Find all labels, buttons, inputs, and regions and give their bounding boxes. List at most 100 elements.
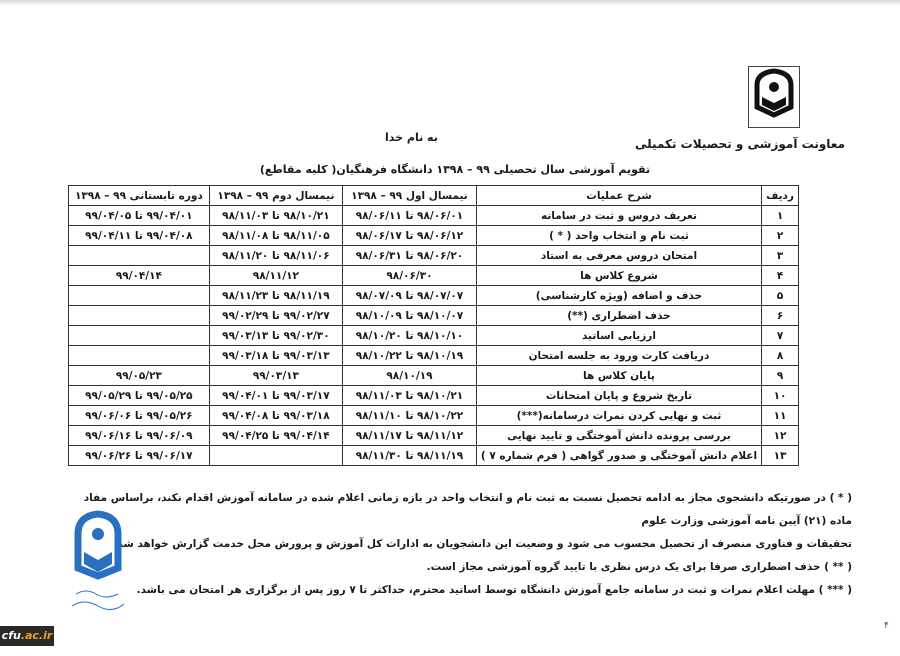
cell-row-number: ۲: [761, 225, 799, 246]
cell-second-semester: ۹۹/۰۲/۲۷ تا ۹۹/۰۲/۲۹: [208, 305, 344, 326]
header-summer-term: دوره تابستانی ۹۹ – ۱۳۹۸: [68, 185, 210, 206]
cell-description: اعلام دانش آموختگی و صدور گواهی ( فرم شم…: [475, 445, 763, 466]
university-logo: [748, 66, 800, 128]
cell-second-semester: ۹۸/۱۱/۱۹ تا ۹۸/۱۱/۲۳: [208, 285, 344, 306]
cell-first-semester: ۹۸/۱۱/۱۲ تا ۹۸/۱۱/۱۷: [342, 425, 477, 446]
header-row-number: ردیف: [761, 185, 799, 206]
cell-first-semester: ۹۸/۱۰/۱۹ تا ۹۸/۱۰/۲۲: [342, 345, 477, 366]
cell-first-semester: ۹۸/۰۶/۲۰ تا ۹۸/۰۶/۳۱: [342, 245, 477, 266]
cell-row-number: ۱۳: [761, 445, 799, 466]
cell-row-number: ۱۱: [761, 405, 799, 426]
cell-summer-term: ۹۹/۰۶/۱۷ تا ۹۹/۰۶/۲۶: [68, 445, 210, 466]
cell-description: ثبت نام و انتخاب واحد ( * ): [475, 225, 763, 246]
cell-description: تاریخ شروع و پایان امتحانات: [475, 385, 763, 406]
cell-row-number: ۳: [761, 245, 799, 266]
table-row: ۱۱ ثبت و نهایی کردن نمرات درسامانه(***) ۹۸…: [68, 405, 799, 426]
footnote-2: ( ** ) حذف اضطراری صرفا برای یک درس نظری…: [426, 561, 852, 573]
cell-row-number: ۶: [761, 305, 799, 326]
footnote-1-cont: تحقیقات و فناوری منصرف از تحصیل محسوب می…: [113, 538, 852, 550]
cell-first-semester: ۹۸/۱۰/۲۱ تا ۹۸/۱۱/۰۳: [342, 385, 477, 406]
cell-description: حذف و اضافه (ویژه کارشناسی): [475, 285, 763, 306]
header-second-semester: نیمسال دوم ۹۹ – ۱۳۹۸: [208, 185, 344, 206]
cell-row-number: ۸: [761, 345, 799, 366]
cell-description: دریافت کارت ورود به جلسه امتحان: [475, 345, 763, 366]
cell-row-number: ۱: [761, 205, 799, 226]
cell-summer-term: [68, 325, 210, 346]
cell-row-number: ۴: [761, 265, 799, 286]
cell-first-semester: ۹۸/۱۰/۲۲ تا ۹۸/۱۱/۱۰: [342, 405, 477, 426]
cell-second-semester: ۹۹/۰۲/۳۰ تا ۹۹/۰۳/۱۳: [208, 325, 344, 346]
cell-description: ثبت و نهایی کردن نمرات درسامانه(***): [475, 405, 763, 426]
document-title: تقویم آموزشی سال تحصیلی ۹۹ – ۱۳۹۸ دانشگا…: [259, 163, 651, 176]
table-row: ۵ حذف و اضافه (ویژه کارشناسی) ۹۸/۰۷/۰۷ تا …: [68, 285, 799, 306]
cell-description: پایان کلاس ها: [475, 365, 763, 386]
table-header-row: ردیف شرح عملیات نیمسال اول ۹۹ – ۱۳۹۸ نیم…: [68, 185, 799, 206]
cell-summer-term: ۹۹/۰۵/۲۳: [68, 365, 210, 386]
cell-summer-term: ۹۹/۰۴/۰۸ تا ۹۹/۰۴/۱۱: [68, 225, 210, 246]
cell-summer-term: [68, 245, 210, 266]
basmala: به نام خدا: [385, 131, 438, 144]
header-first-semester: نیمسال اول ۹۹ – ۱۳۹۸: [342, 185, 477, 206]
cell-first-semester: ۹۸/۱۰/۱۹: [342, 365, 477, 386]
scan-edge: [0, 0, 900, 6]
cell-row-number: ۱۰: [761, 385, 799, 406]
table-row: ۴ شروع کلاس ها ۹۸/۰۶/۳۰ ۹۸/۱۱/۱۲ ۹۹/۰۴/۱۴: [68, 265, 799, 286]
table-row: ۹ پایان کلاس ها ۹۸/۱۰/۱۹ ۹۹/۰۳/۱۳ ۹۹/۰۵/۲۳: [68, 365, 799, 386]
table-row: ۶ حذف اضطراری (**) ۹۸/۱۰/۰۷ تا ۹۸/۱۰/۰۹ ۹۹/…: [68, 305, 799, 326]
table-row: ۷ ارزیابی اساتید ۹۸/۱۰/۱۰ تا ۹۸/۱۰/۲۰ ۹۹/۰۲…: [68, 325, 799, 346]
cell-second-semester: ۹۸/۱۰/۲۱ تا ۹۸/۱۱/۰۳: [208, 205, 344, 226]
cfu-watermark: cfu.ac.ir: [0, 626, 54, 646]
cell-second-semester: ۹۸/۱۱/۰۵ تا ۹۸/۱۱/۰۸: [208, 225, 344, 246]
cell-description: شروع کلاس ها: [475, 265, 763, 286]
department-name: معاونت آموزشی و تحصیلات تکمیلی: [635, 137, 845, 151]
cell-first-semester: ۹۸/۱۰/۰۷ تا ۹۸/۱۰/۰۹: [342, 305, 477, 326]
cell-second-semester: ۹۸/۱۱/۰۶ تا ۹۸/۱۱/۲۰: [208, 245, 344, 266]
table-row: ۲ ثبت نام و انتخاب واحد ( * ) ۹۸/۰۶/۱۲ تا …: [68, 225, 799, 246]
cell-second-semester: ۹۹/۰۳/۱۳ تا ۹۹/۰۳/۱۸: [208, 345, 344, 366]
cell-summer-term: ۹۹/۰۴/۱۴: [68, 265, 210, 286]
table-row: ۱۰ تاریخ شروع و پایان امتحانات ۹۸/۱۰/۲۱ تا…: [68, 385, 799, 406]
table-row: ۱۲ بررسی پرونده دانش آموختگی و تایید نهای…: [68, 425, 799, 446]
cell-second-semester: [208, 445, 344, 466]
cell-row-number: ۱۲: [761, 425, 799, 446]
cell-description: حذف اضطراری (**): [475, 305, 763, 326]
footnote-3: ( *** ) مهلت اعلام نمرات و ثبت در سامانه…: [136, 584, 852, 596]
cell-first-semester: ۹۸/۰۶/۰۱ تا ۹۸/۰۶/۱۱: [342, 205, 477, 226]
watermark-tld: .ac.ir: [20, 629, 53, 642]
official-stamp: [68, 510, 128, 610]
cell-second-semester: ۹۹/۰۳/۱۸ تا ۹۹/۰۴/۰۸: [208, 405, 344, 426]
cell-first-semester: ۹۸/۱۰/۱۰ تا ۹۸/۱۰/۲۰: [342, 325, 477, 346]
table-row: ۱۳ اعلام دانش آموختگی و صدور گواهی ( فرم …: [68, 445, 799, 466]
cell-description: امتحان دروس معرفی به استاد: [475, 245, 763, 266]
table-row: ۸ دریافت کارت ورود به جلسه امتحان ۹۸/۱۰/۱۹…: [68, 345, 799, 366]
cell-first-semester: ۹۸/۱۱/۱۹ تا ۹۸/۱۱/۳۰: [342, 445, 477, 466]
cell-first-semester: ۹۸/۰۶/۱۲ تا ۹۸/۰۶/۱۷: [342, 225, 477, 246]
cell-description: بررسی پرونده دانش آموختگی و تایید نهایی: [475, 425, 763, 446]
cell-second-semester: ۹۹/۰۴/۱۴ تا ۹۹/۰۴/۲۵: [208, 425, 344, 446]
header-description: شرح عملیات: [475, 185, 763, 206]
cell-summer-term: ۹۹/۰۴/۰۱ تا ۹۹/۰۴/۰۵: [68, 205, 210, 226]
cell-row-number: ۵: [761, 285, 799, 306]
cell-description: ارزیابی اساتید: [475, 325, 763, 346]
footnote-1: ( * ) در صورتیکه دانشجوی مجاز به ادامه ت…: [83, 492, 852, 527]
cell-second-semester: ۹۸/۱۱/۱۲: [208, 265, 344, 286]
cell-summer-term: ۹۹/۰۵/۲۶ تا ۹۹/۰۶/۰۶: [68, 405, 210, 426]
footnotes: ( * ) در صورتیکه دانشجوی مجاز به ادامه ت…: [72, 487, 852, 602]
cell-row-number: ۹: [761, 365, 799, 386]
page-number: ۴: [884, 621, 889, 631]
table-row: ۱ تعریف دروس و ثبت در سامانه ۹۸/۰۶/۰۱ تا ۹…: [68, 205, 799, 226]
academic-calendar-table: ردیف شرح عملیات نیمسال اول ۹۹ – ۱۳۹۸ نیم…: [68, 185, 799, 466]
table-row: ۳ امتحان دروس معرفی به استاد ۹۸/۰۶/۲۰ تا ۹…: [68, 245, 799, 266]
cell-summer-term: [68, 345, 210, 366]
cell-summer-term: [68, 285, 210, 306]
cell-row-number: ۷: [761, 325, 799, 346]
cell-description: تعریف دروس و ثبت در سامانه: [475, 205, 763, 226]
cell-summer-term: [68, 305, 210, 326]
watermark-domain: cfu: [1, 629, 21, 642]
cell-summer-term: ۹۹/۰۵/۲۵ تا ۹۹/۰۵/۲۹: [68, 385, 210, 406]
cell-first-semester: ۹۸/۰۶/۳۰: [342, 265, 477, 286]
cell-second-semester: ۹۹/۰۳/۱۳: [208, 365, 344, 386]
cell-first-semester: ۹۸/۰۷/۰۷ تا ۹۸/۰۷/۰۹: [342, 285, 477, 306]
cell-second-semester: ۹۹/۰۳/۱۷ تا ۹۹/۰۴/۰۱: [208, 385, 344, 406]
cell-summer-term: ۹۹/۰۶/۰۹ تا ۹۹/۰۶/۱۶: [68, 425, 210, 446]
